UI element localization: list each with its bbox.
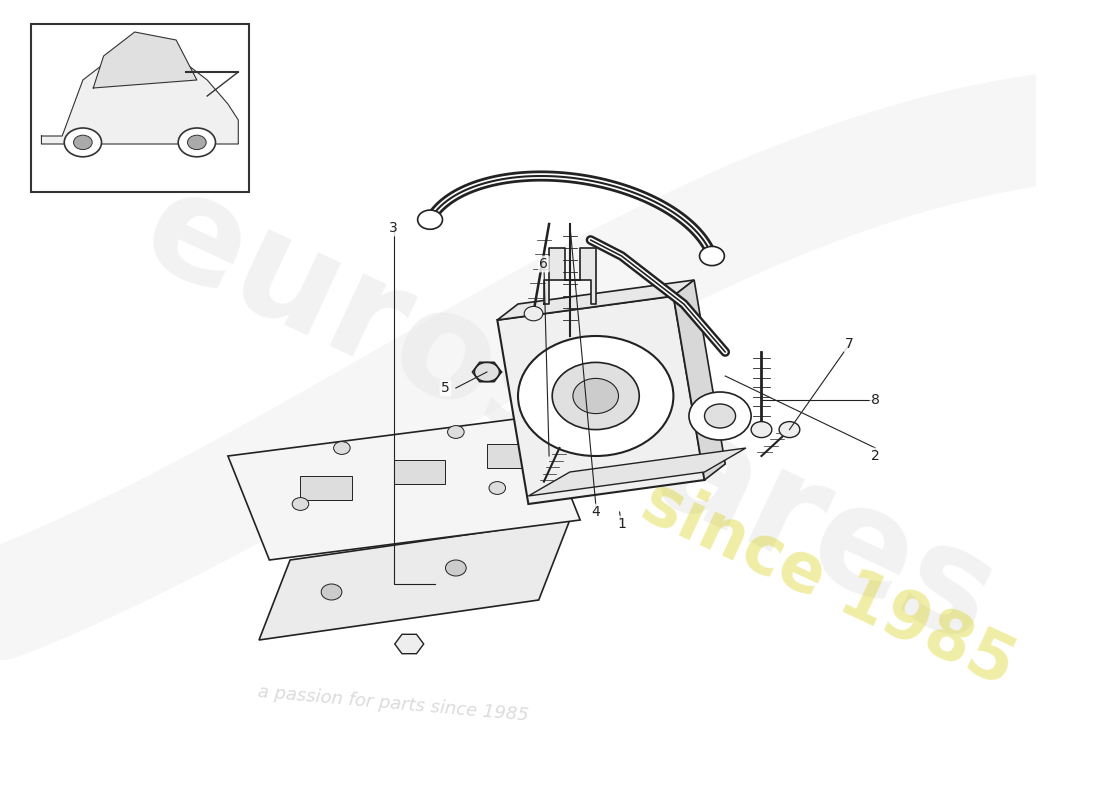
Text: 2: 2 <box>871 449 880 463</box>
Circle shape <box>333 442 350 454</box>
Circle shape <box>446 560 466 576</box>
Text: 6: 6 <box>539 257 548 271</box>
Circle shape <box>704 404 736 428</box>
Polygon shape <box>42 48 239 144</box>
Text: 8: 8 <box>871 393 880 407</box>
Circle shape <box>448 426 464 438</box>
Text: since 1985: since 1985 <box>632 469 1025 699</box>
Circle shape <box>518 336 673 456</box>
Circle shape <box>418 210 442 230</box>
Circle shape <box>490 482 506 494</box>
Circle shape <box>689 392 751 440</box>
Circle shape <box>74 135 92 150</box>
Polygon shape <box>94 32 197 88</box>
Polygon shape <box>497 296 704 504</box>
Polygon shape <box>394 460 446 484</box>
Text: 7: 7 <box>845 337 854 351</box>
Text: 3: 3 <box>389 221 398 235</box>
Text: 1: 1 <box>617 517 626 531</box>
Text: eurospares: eurospares <box>122 158 1018 674</box>
Text: 4: 4 <box>592 505 601 519</box>
Circle shape <box>779 422 800 438</box>
Circle shape <box>293 498 309 510</box>
Polygon shape <box>528 448 746 496</box>
Circle shape <box>552 362 639 430</box>
Circle shape <box>573 378 618 414</box>
Circle shape <box>700 246 725 266</box>
Polygon shape <box>258 520 570 640</box>
Polygon shape <box>395 634 424 654</box>
Circle shape <box>64 128 101 157</box>
Text: 5: 5 <box>441 381 450 395</box>
Circle shape <box>751 422 772 438</box>
Polygon shape <box>228 416 580 560</box>
Bar <box>31 24 249 192</box>
Polygon shape <box>497 280 694 320</box>
Circle shape <box>321 584 342 600</box>
Circle shape <box>178 128 216 157</box>
Circle shape <box>474 362 499 382</box>
Circle shape <box>187 135 206 150</box>
Text: a passion for parts since 1985: a passion for parts since 1985 <box>257 683 530 725</box>
Circle shape <box>525 306 543 321</box>
Polygon shape <box>673 280 725 480</box>
Polygon shape <box>487 444 539 468</box>
Polygon shape <box>543 248 596 304</box>
Polygon shape <box>300 476 352 500</box>
